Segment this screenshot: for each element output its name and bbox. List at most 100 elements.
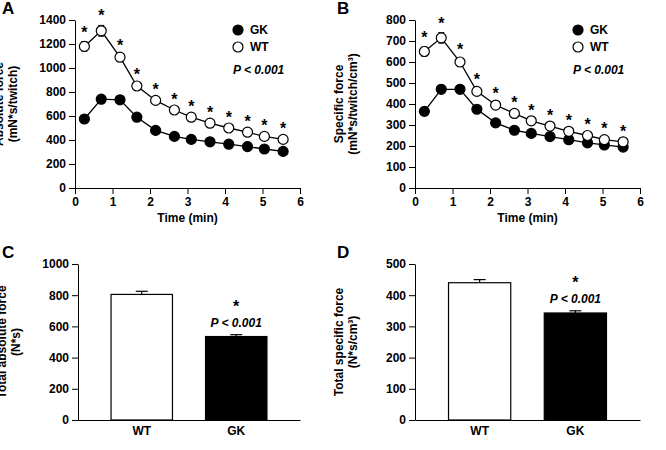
tick: 0: [59, 181, 75, 195]
tick: 1200: [39, 37, 75, 51]
tick-mark: [69, 68, 75, 69]
x-axis: WTGK: [416, 420, 641, 438]
tick: 4: [222, 188, 229, 209]
tick-mark: [409, 420, 415, 421]
tick-mark: [640, 188, 641, 194]
tick-mark: [69, 140, 75, 141]
significance: *: [601, 120, 608, 137]
tick: 1000: [39, 61, 75, 75]
series-line: [84, 31, 283, 140]
tick: 600: [46, 109, 75, 123]
annotation: P < 0.001: [233, 63, 285, 77]
significance: *: [134, 66, 141, 83]
y-axis-title: Total absolute force: [0, 285, 9, 398]
tick-label: WT: [470, 424, 489, 438]
tick-mark: [409, 83, 415, 84]
tick-mark: [69, 164, 75, 165]
y-axis-title: (mN*s/twitch/cm³): [346, 53, 360, 154]
axis-line: [79, 420, 301, 421]
x-axis: 0123456: [412, 188, 644, 209]
tick-mark: [409, 167, 415, 168]
significance: *: [547, 107, 554, 124]
significance: *: [81, 24, 88, 41]
bar: [111, 294, 172, 420]
tick: 6: [637, 188, 644, 209]
tick: 100: [386, 160, 415, 174]
significance: *: [226, 109, 233, 126]
tick-label: 600: [49, 320, 69, 334]
tick-mark: [409, 104, 415, 105]
tick-label: 400: [386, 289, 406, 303]
tick: 0: [62, 413, 78, 427]
error-cap: [136, 291, 148, 292]
tick: 1: [450, 188, 457, 209]
point: [419, 106, 429, 116]
legend-label: WT: [590, 40, 609, 54]
point: [132, 112, 142, 122]
tick-label: 100: [386, 160, 406, 174]
axis-line: [416, 420, 641, 421]
y-axis: 0200400600800100012001400: [39, 13, 75, 195]
tick-label: 500: [386, 257, 406, 271]
tick: 500: [386, 257, 415, 271]
plot-area: [111, 291, 267, 420]
legend: GK WT: [573, 23, 609, 54]
panel-label: A: [2, 0, 14, 18]
tick-label: 4: [222, 195, 229, 209]
tick-label: 5: [260, 195, 267, 209]
tick: WT: [132, 420, 151, 438]
tick-mark: [69, 20, 75, 21]
axis-line: [415, 265, 416, 421]
tick: 0: [399, 413, 415, 427]
plot-area: [449, 280, 607, 420]
tick-mark: [565, 188, 566, 194]
legend-label: GK: [590, 23, 608, 37]
tick: 0: [72, 188, 79, 209]
error-cap: [474, 279, 486, 280]
tick: 5: [600, 188, 607, 209]
significance: *: [493, 85, 500, 102]
tick-mark: [69, 188, 75, 189]
significance: *: [438, 15, 445, 32]
tick-label: 200: [386, 139, 406, 153]
tick-label: 300: [386, 118, 406, 132]
tick-label: 1000: [42, 257, 69, 271]
legend: GKWT: [233, 23, 269, 54]
panel-label: C: [2, 243, 14, 262]
tick-mark: [72, 389, 78, 390]
point: [455, 57, 465, 67]
tick-mark: [409, 264, 415, 265]
tick: 300: [386, 118, 415, 132]
tick-label: GK: [227, 424, 245, 438]
significance: *: [421, 29, 428, 46]
x-axis: 0123456: [72, 188, 304, 209]
tick-label: 400: [386, 97, 406, 111]
tick-label: 0: [59, 181, 66, 195]
point: [491, 118, 501, 128]
series-line: [84, 99, 283, 151]
tick: 400: [49, 351, 78, 365]
tick-mark: [409, 146, 415, 147]
tick-label: 2: [487, 195, 494, 209]
significance: *: [566, 112, 573, 129]
point: [509, 125, 519, 135]
significance: *: [528, 102, 535, 119]
bar: [206, 337, 267, 420]
tick-mark: [72, 264, 78, 265]
tick: 5: [260, 188, 267, 209]
tick-label: 200: [49, 382, 69, 396]
tick-label: 800: [49, 289, 69, 303]
significance: *: [261, 117, 268, 134]
tick: 800: [46, 85, 75, 99]
tick-mark: [528, 188, 529, 194]
tick-label: 1400: [39, 13, 66, 27]
point: [259, 144, 269, 154]
figure: A02004006008001000120014000123456Time (m…: [0, 0, 666, 450]
y-axis: 0100200300400500: [386, 257, 416, 427]
tick-mark: [72, 326, 78, 327]
tick-mark: [409, 326, 415, 327]
tick-label: 2: [147, 195, 154, 209]
significance: *: [474, 71, 481, 88]
tick-mark: [300, 188, 301, 194]
tick: 2: [147, 188, 154, 209]
